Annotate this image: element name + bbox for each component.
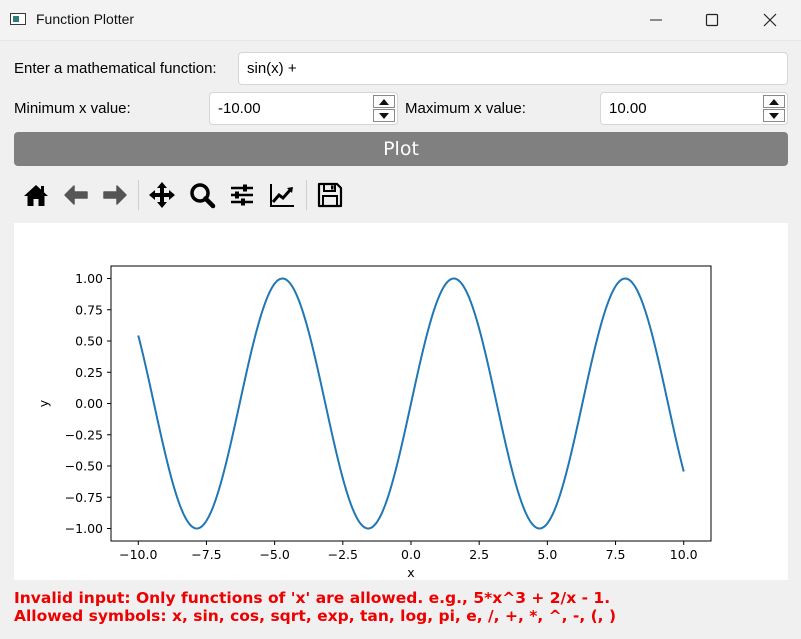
x-tick-label: 7.5 bbox=[606, 547, 626, 562]
zoom-button[interactable] bbox=[185, 178, 219, 212]
plot-button[interactable]: Plot bbox=[14, 132, 788, 166]
pan-icon bbox=[149, 182, 175, 208]
close-icon bbox=[763, 13, 777, 27]
chevron-down-icon bbox=[769, 112, 779, 119]
x-tick-label: −7.5 bbox=[191, 547, 221, 562]
minimize-icon bbox=[650, 19, 662, 21]
min-x-label: Minimum x value: bbox=[14, 100, 131, 117]
y-axis-label: y bbox=[36, 399, 51, 407]
toolbar-separator bbox=[306, 180, 307, 210]
save-icon bbox=[317, 182, 343, 208]
max-x-spinbox[interactable]: 10.00 bbox=[600, 92, 788, 125]
min-x-decrement-button[interactable] bbox=[373, 109, 395, 122]
max-x-increment-button[interactable] bbox=[763, 95, 785, 108]
function-label: Enter a mathematical function: bbox=[14, 60, 217, 77]
y-tick-label: −0.25 bbox=[65, 427, 103, 442]
x-tick-label: 0.0 bbox=[401, 547, 421, 562]
forward-icon bbox=[103, 185, 127, 205]
window-title: Function Plotter bbox=[36, 11, 135, 27]
min-x-increment-button[interactable] bbox=[373, 95, 395, 108]
close-button[interactable] bbox=[741, 0, 799, 40]
x-tick-label: −10.0 bbox=[119, 547, 157, 562]
y-tick-label: 0.50 bbox=[75, 334, 103, 349]
edit-axis-icon bbox=[270, 184, 294, 207]
max-x-decrement-button[interactable] bbox=[763, 109, 785, 122]
minimize-button[interactable] bbox=[627, 0, 685, 40]
maximize-icon bbox=[705, 13, 719, 27]
toolbar-separator bbox=[138, 180, 139, 210]
x-tick-label: −5.0 bbox=[259, 547, 289, 562]
back-icon bbox=[64, 185, 88, 205]
y-tick-label: −0.75 bbox=[65, 490, 103, 505]
forward-button[interactable] bbox=[98, 178, 132, 212]
home-button[interactable] bbox=[19, 178, 53, 212]
x-tick-label: 5.0 bbox=[537, 547, 557, 562]
chevron-up-icon bbox=[379, 98, 389, 105]
home-icon bbox=[24, 185, 48, 206]
error-message: Invalid input: Only functions of 'x' are… bbox=[14, 589, 616, 625]
configure-subplots-icon bbox=[231, 184, 253, 206]
error-line-1: Invalid input: Only functions of 'x' are… bbox=[14, 589, 611, 607]
app-icon bbox=[10, 13, 26, 25]
y-tick-label: 0.75 bbox=[75, 302, 103, 317]
max-x-label: Maximum x value: bbox=[405, 100, 526, 117]
line-chart: −10.0 −7.5 −5.0 −2.5 0.0 2.5 5.0 7.5 10.0 1.00 0.7… bbox=[36, 265, 712, 580]
y-tick-label: 0.25 bbox=[75, 365, 103, 380]
chevron-up-icon bbox=[769, 98, 779, 105]
plot-toolbar bbox=[14, 176, 354, 214]
maximize-button[interactable] bbox=[683, 0, 741, 40]
edit-axis-button[interactable] bbox=[265, 178, 299, 212]
back-button[interactable] bbox=[59, 178, 93, 212]
x-tick-label: 10.0 bbox=[670, 547, 698, 562]
y-tick-label: 1.00 bbox=[75, 271, 103, 286]
function-input[interactable]: sin(x) + bbox=[238, 52, 788, 85]
y-tick-label: −1.00 bbox=[65, 521, 103, 536]
plot-canvas[interactable]: −10.0 −7.5 −5.0 −2.5 0.0 2.5 5.0 7.5 10.0 1.00 0.7… bbox=[14, 223, 788, 580]
x-tick-label: 2.5 bbox=[469, 547, 489, 562]
title-bar: Function Plotter bbox=[0, 0, 801, 41]
series-line bbox=[137, 277, 685, 530]
y-tick-label: −0.50 bbox=[65, 459, 103, 474]
y-tick-label: 0.00 bbox=[75, 396, 103, 411]
zoom-icon bbox=[190, 183, 216, 209]
max-x-value[interactable]: 10.00 bbox=[609, 100, 647, 117]
chevron-down-icon bbox=[379, 112, 389, 119]
x-axis-label: x bbox=[407, 565, 414, 580]
save-button[interactable] bbox=[313, 178, 347, 212]
min-x-value[interactable]: -10.00 bbox=[218, 100, 261, 117]
error-line-2: Allowed symbols: x, sin, cos, sqrt, exp,… bbox=[14, 607, 617, 625]
min-x-spinbox[interactable]: -10.00 bbox=[209, 92, 398, 125]
configure-subplots-button[interactable] bbox=[225, 178, 259, 212]
pan-button[interactable] bbox=[145, 178, 179, 212]
x-tick-label: −2.5 bbox=[328, 547, 358, 562]
